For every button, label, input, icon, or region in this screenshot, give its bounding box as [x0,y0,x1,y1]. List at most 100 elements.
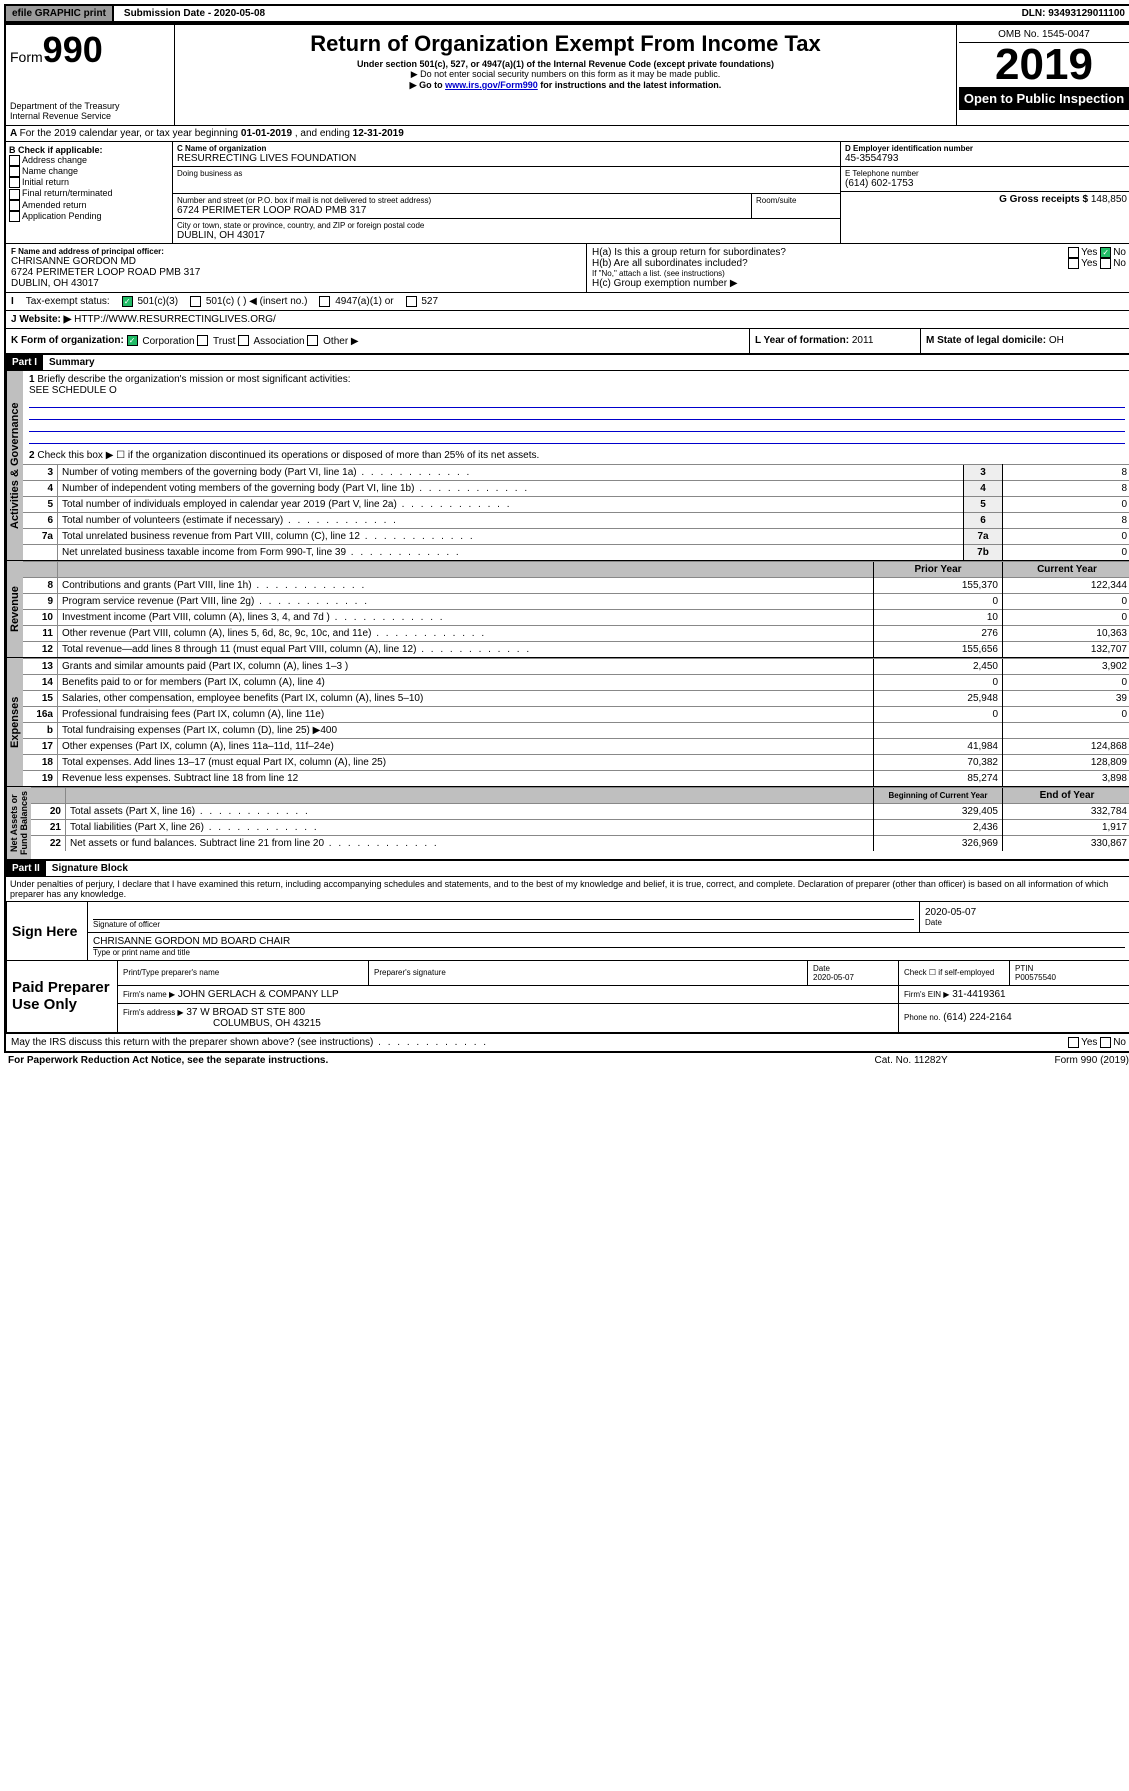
chk-501c3[interactable] [122,296,133,307]
chk-trust[interactable] [197,335,208,346]
firm-ein: 31-4419361 [952,989,1005,1000]
net-assets-table: Beginning of Current YearEnd of Year 20T… [31,787,1129,851]
officer-print-name: CHRISANNE GORDON MD BOARD CHAIR [93,936,1125,948]
dln: DLN: 93493129011100 [1016,6,1129,21]
open-to-public: Open to Public Inspection [959,87,1129,110]
chk-501c[interactable] [190,296,201,307]
chk-corp[interactable] [127,335,138,346]
chk-4947[interactable] [319,296,330,307]
jurat-text: Under penalties of perjury, I declare th… [6,876,1129,901]
preparer-date: 2020-05-07 [813,973,854,982]
mission-line [29,396,1125,408]
expenses-table: 13Grants and similar amounts paid (Part … [23,658,1129,786]
firm-name-label: Firm's name ▶ [123,990,175,999]
h-b-note: If "No," attach a list. (see instruction… [592,269,1126,278]
lbl-address-change: Address change [22,155,87,165]
officer-label: F Name and address of principal officer: [11,247,581,256]
form-word: Form [10,49,43,65]
lbl-amended: Amended return [22,200,87,210]
chk-final-return[interactable] [9,189,20,200]
section-b: B Check if applicable: Address change Na… [6,142,173,243]
dba-label: Doing business as [177,169,836,178]
preparer-sig-label: Preparer's signature [369,961,808,986]
goto-pre: ▶ Go to [410,80,445,90]
officer-addr2: DUBLIN, OH 43017 [11,278,581,289]
officer-name: CHRISANNE GORDON MD [11,256,581,267]
line-a-mid: , and ending [295,128,353,139]
line-a-pre: For the 2019 calendar year, or tax year … [20,128,241,139]
chk-discuss-yes[interactable] [1068,1037,1079,1048]
city-state-zip: DUBLIN, OH 43017 [177,230,836,241]
domicile-label: M State of legal domicile: [926,335,1046,346]
tab-net-assets: Net Assets orFund Balances [6,787,31,859]
lbl-yes: Yes [1081,247,1097,258]
q1: Briefly describe the organization's miss… [37,374,350,385]
chk-address-change[interactable] [9,155,20,166]
pra-notice: For Paperwork Reduction Act Notice, see … [8,1055,875,1066]
mission-line [29,408,1125,420]
irs-label: Internal Revenue Service [10,111,170,121]
lbl-no-3: No [1113,1037,1126,1048]
opt-4947: 4947(a)(1) or [335,296,393,307]
chk-initial-return[interactable] [9,177,20,188]
preparer-date-label: Date [813,964,830,973]
h-a-question: H(a) Is this a group return for subordin… [592,247,1068,258]
gross-receipts-label: G Gross receipts $ [999,194,1088,205]
top-bar: efile GRAPHIC print Submission Date - 20… [4,4,1129,23]
city-label: City or town, state or province, country… [177,221,836,230]
gross-receipts-value: 148,850 [1091,194,1127,205]
subtitle-2: ▶ Do not enter social security numbers o… [179,69,952,80]
tax-year-end: 12-31-2019 [353,128,404,139]
org-name: RESURRECTING LIVES FOUNDATION [177,153,836,164]
chk-527[interactable] [406,296,417,307]
ein-label: D Employer identification number [845,144,1127,153]
phone-value: (614) 602-1753 [845,178,1127,189]
cat-number: Cat. No. 11282Y [875,1055,1055,1066]
efile-button[interactable]: efile GRAPHIC print [6,6,114,21]
year-formation-label: L Year of formation: [755,335,849,346]
tax-year: 2019 [959,43,1129,87]
ein-value: 45-3554793 [845,153,1127,164]
part1-header: Part I [6,355,43,370]
line-a: A For the 2019 calendar year, or tax yea… [6,126,1129,142]
sign-here-label: Sign Here [7,901,88,960]
chk-other[interactable] [307,335,318,346]
chk-hb-no[interactable] [1100,258,1111,269]
firm-addr-label: Firm's address ▶ [123,1008,184,1017]
addr-label: Number and street (or P.O. box if mail i… [177,196,747,205]
firm-name: JOHN GERLACH & COMPANY LLP [178,989,339,1000]
chk-amended[interactable] [9,200,20,211]
subtitle-1: Under section 501(c), 527, or 4947(a)(1)… [179,59,952,69]
chk-ha-yes[interactable] [1068,247,1079,258]
firm-phone: (614) 224-2164 [943,1012,1011,1023]
h-b-question: H(b) Are all subordinates included? [592,258,1068,269]
form-title: Return of Organization Exempt From Incom… [179,31,952,57]
chk-discuss-no[interactable] [1100,1037,1111,1048]
opt-trust: Trust [213,336,235,347]
tab-revenue: Revenue [6,561,23,657]
lbl-yes-3: Yes [1081,1037,1097,1048]
signature-officer-label: Signature of officer [93,920,914,929]
paid-preparer-block: Paid Preparer Use Only Print/Type prepar… [6,961,1129,1033]
chk-name-change[interactable] [9,166,20,177]
lbl-no-2: No [1113,258,1126,269]
firm-addr1: 37 W BROAD ST STE 800 [186,1007,305,1018]
chk-hb-yes[interactable] [1068,258,1079,269]
opt-other: Other ▶ [323,336,358,347]
chk-app-pending[interactable] [9,211,20,222]
q2: Check this box ▶ ☐ if the organization d… [37,450,539,461]
year-formation: 2011 [852,335,874,346]
chk-assoc[interactable] [238,335,249,346]
form-footer: Form 990 (2019) [1055,1055,1129,1066]
opt-assoc: Association [253,336,304,347]
signature-date-label: Date [925,918,1125,927]
org-name-label: C Name of organization [177,144,836,153]
opt-501c: 501(c) ( ) ◀ (insert no.) [206,296,308,307]
firm-addr2: COLUMBUS, OH 43215 [213,1018,321,1029]
room-label: Room/suite [756,196,836,205]
website-value: HTTP://WWW.RESURRECTINGLIVES.ORG/ [74,314,276,325]
revenue-table: Prior YearCurrent Year 8Contributions an… [23,561,1129,657]
instructions-link[interactable]: www.irs.gov/Form990 [445,80,538,90]
chk-ha-no[interactable] [1100,247,1111,258]
print-name-label: Type or print name and title [93,948,1125,957]
